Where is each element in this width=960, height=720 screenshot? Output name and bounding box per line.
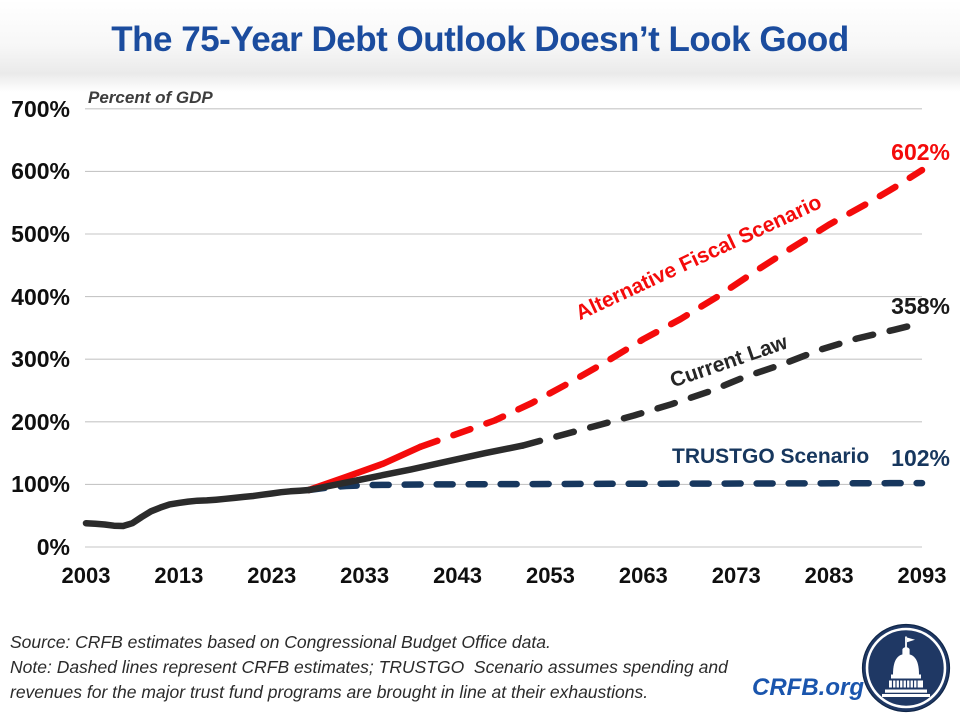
end-value-current-law: 358% bbox=[891, 293, 950, 319]
crfb-logo bbox=[861, 623, 951, 713]
x-axis-label: 2003 bbox=[61, 563, 111, 588]
x-axis-label: 2023 bbox=[247, 563, 297, 588]
y-axis-label: 0% bbox=[36, 534, 70, 560]
x-axis-label: 2093 bbox=[897, 563, 947, 588]
end-value-alternative-fiscal-scenario: 602% bbox=[891, 139, 950, 165]
line-current-law bbox=[519, 319, 926, 449]
x-axis-label: 2083 bbox=[804, 563, 854, 588]
footnote-line-2: revenues for the major trust fund progra… bbox=[10, 682, 649, 702]
footnote-line-1: Note: Dashed lines represent CRFB estima… bbox=[10, 657, 728, 677]
y-axis-title: Percent of GDP bbox=[88, 88, 213, 107]
line-afs bbox=[417, 166, 926, 451]
x-axis-label: 2063 bbox=[618, 563, 668, 588]
line-trustgo bbox=[305, 479, 926, 494]
y-axis-label: 600% bbox=[11, 158, 70, 185]
y-axis-label: 100% bbox=[11, 471, 70, 498]
header-band bbox=[0, 0, 960, 92]
x-axis-label: 2033 bbox=[340, 563, 390, 588]
x-axis-label: 2043 bbox=[433, 563, 483, 588]
line-current-law bbox=[305, 442, 526, 494]
y-axis-label: 500% bbox=[11, 221, 70, 247]
x-axis-label: 2013 bbox=[154, 563, 204, 588]
crfb-org-link[interactable]: CRFB.org bbox=[752, 674, 864, 701]
page-title: The 75-Year Debt Outlook Doesn’t Look Go… bbox=[111, 20, 849, 59]
y-axis-label: 200% bbox=[11, 408, 70, 435]
y-axis-label: 400% bbox=[11, 283, 70, 310]
series-label-trustgo-scenario: TRUSTGO Scenario bbox=[672, 445, 870, 468]
x-axis-label: 2053 bbox=[525, 563, 575, 588]
end-value-trustgo-scenario: 102% bbox=[891, 445, 950, 471]
x-axis-label: 2073 bbox=[711, 563, 761, 588]
y-axis-label: 700% bbox=[11, 95, 70, 122]
y-axis-label: 300% bbox=[11, 346, 70, 373]
line-history bbox=[82, 486, 313, 530]
source-note: Source: CRFB estimates based on Congress… bbox=[10, 632, 551, 652]
